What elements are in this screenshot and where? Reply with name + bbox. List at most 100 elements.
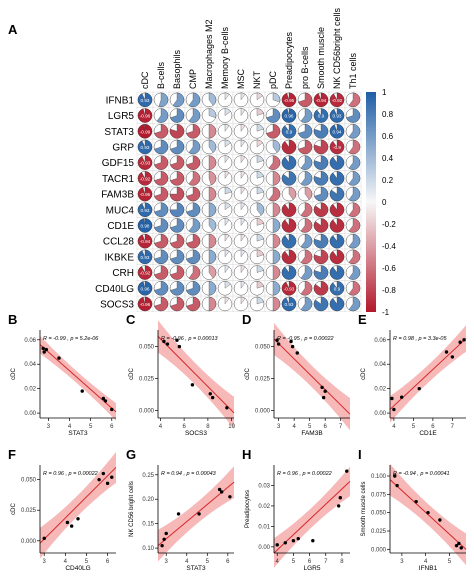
heatmap-pie	[137, 202, 153, 217]
heatmap-pie	[170, 155, 185, 170]
heatmap-pie	[256, 139, 263, 148]
heatmap-row-label: IKBKE	[105, 252, 135, 263]
data-point	[414, 499, 418, 504]
heatmap-pie	[188, 108, 201, 123]
heatmap-pie	[300, 108, 313, 123]
heatmap-pie	[272, 296, 281, 312]
data-point	[162, 339, 166, 344]
heatmap-value-label: -0.94	[140, 239, 151, 244]
panel-label: D	[242, 312, 251, 327]
heatmap-pie	[298, 124, 313, 139]
data-point	[399, 395, 404, 399]
correlation-annotation: R = -0.96 , p = 0.00013	[161, 336, 219, 342]
data-point	[105, 481, 110, 486]
data-point	[228, 495, 232, 499]
data-point	[457, 541, 461, 546]
heatmap-pie	[313, 281, 329, 296]
panel-label: G	[126, 447, 136, 462]
heatmap-column-label: B-cells	[156, 61, 166, 89]
heatmap-pie	[170, 171, 185, 186]
data-point	[458, 340, 462, 344]
heatmap-pie	[137, 233, 153, 249]
heatmap-row-label: CRH	[112, 268, 134, 279]
heatmap-pie	[314, 186, 329, 202]
data-point	[336, 504, 341, 508]
heatmap-pie	[208, 281, 217, 296]
heatmap-pie	[256, 218, 264, 226]
heatmap-pie	[240, 265, 246, 274]
heatmap-pie	[281, 108, 297, 123]
heatmap-pie	[156, 108, 169, 123]
x-axis-label: FAM3B	[301, 430, 322, 437]
heatmap-value-label: 0.9	[286, 129, 293, 134]
y-tick-label: 0.075	[371, 492, 387, 498]
heatmap-row-label: GRP	[112, 142, 134, 153]
heatmap-pie	[272, 233, 281, 249]
y-tick-label: 0.10	[142, 546, 154, 552]
colorbar-tick-label: 0.2	[382, 176, 394, 185]
heatmap-pie	[208, 92, 217, 106]
x-tick-label: 4	[424, 559, 428, 565]
heatmap-pie	[154, 171, 169, 186]
heatmap-pie	[240, 281, 246, 289]
heatmap-pie	[300, 233, 313, 249]
heatmap-row-label: TACR1	[102, 174, 134, 185]
heatmap-pie	[281, 92, 297, 107]
heatmap-pie	[288, 186, 297, 200]
heatmap-pie	[256, 249, 264, 258]
data-point	[450, 355, 455, 359]
heatmap-pie	[348, 233, 361, 249]
y-tick-label: 0.02	[258, 504, 270, 510]
scatter-panels: B 3 4 5 6 0.00 0.02 0.04 0.06 STAT3 cDC R = -0.99 ,…	[8, 312, 467, 572]
data-point	[208, 392, 212, 396]
heatmap-pie	[329, 124, 345, 139]
x-tick-label: 3	[47, 424, 51, 430]
heatmap-pie	[313, 265, 329, 280]
heatmap-column-label: Th1 cells	[348, 52, 358, 89]
heatmap-pie	[346, 108, 361, 123]
x-tick-label: 3	[400, 559, 404, 565]
heatmap-pie	[137, 249, 153, 264]
data-point	[219, 490, 224, 494]
data-point	[42, 536, 46, 541]
x-tick-label: 4	[292, 424, 296, 430]
x-tick-label: 7	[451, 424, 455, 430]
data-point	[320, 385, 324, 390]
y-tick-label: 0.00	[258, 545, 270, 551]
heatmap-pie	[313, 108, 329, 123]
heatmap-pie	[208, 249, 217, 265]
colorbar-tick-label: 0.4	[382, 154, 394, 163]
y-tick-label: 0.050	[21, 478, 37, 484]
heatmap-pie	[224, 124, 230, 132]
heatmap-pie	[313, 218, 329, 233]
colorbar-tick-label: 0.6	[382, 132, 394, 141]
scatter-panel-e: E 4 5 6 7 0.00 0.02 0.04 0.06 CD1E cDC R = 0.98 , p…	[358, 312, 467, 437]
data-point	[289, 339, 293, 344]
heatmap-pie	[224, 281, 231, 289]
heatmap-pie	[329, 92, 345, 107]
data-point	[323, 389, 327, 393]
heatmap-panel: cDC B-cells Basophils CMP Macrophages M2 Memo…	[95, 7, 396, 317]
scatter-panel-b: B 3 4 5 6 0.00 0.02 0.04 0.06 STAT3 cDC R = -0.99 ,…	[8, 312, 117, 437]
regression-line	[157, 336, 235, 414]
heatmap-column-label: Macrophages M2	[204, 19, 214, 89]
heatmap-pie	[186, 233, 201, 249]
heatmap-value-label: 0.9	[334, 286, 341, 291]
heatmap-pie	[266, 108, 281, 123]
heatmap-pie	[256, 155, 264, 163]
heatmap-pie	[300, 265, 313, 280]
heatmap-pie	[188, 171, 201, 186]
heatmap-pie	[186, 296, 201, 312]
heatmap-pie	[208, 155, 217, 170]
data-point	[101, 471, 106, 476]
heatmap-pie	[256, 108, 264, 116]
heatmap-pie	[272, 249, 281, 265]
heatmap-column-label: MSC	[236, 69, 246, 90]
heatmap-pie	[170, 296, 185, 312]
data-point	[110, 475, 114, 479]
regression-line	[273, 481, 351, 554]
heatmap-pie	[281, 155, 297, 170]
heatmap-pie	[329, 296, 345, 312]
heatmap-row-label: CD40LG	[95, 284, 134, 295]
correlation-annotation: R = 0.94 , p = 0.00043	[161, 471, 217, 477]
